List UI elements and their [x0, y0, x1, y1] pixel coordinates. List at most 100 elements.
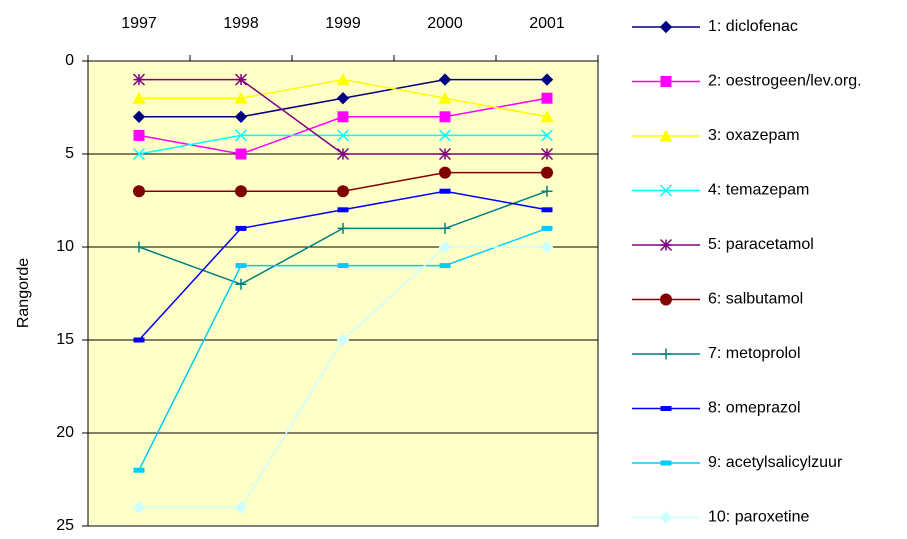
- legend-entry: 5: paracetamol: [632, 236, 814, 253]
- x-tick-label: 1997: [121, 15, 157, 32]
- marker: [438, 73, 452, 86]
- legend-label: 4: temazepam: [708, 182, 809, 199]
- marker: [235, 185, 247, 198]
- marker: [540, 129, 554, 142]
- series: [133, 225, 553, 473]
- marker: [336, 147, 350, 161]
- y-tick-label: 20: [56, 424, 74, 441]
- marker: [234, 129, 248, 142]
- y-axis-label: Rangorde: [15, 258, 32, 328]
- marker: [659, 511, 673, 524]
- y-tick-label: 5: [65, 145, 74, 162]
- legend-label: 8: omeprazol: [708, 400, 801, 417]
- marker: [439, 263, 451, 269]
- marker: [133, 129, 145, 141]
- x-tick-label: 1998: [223, 15, 259, 32]
- marker: [438, 91, 452, 104]
- marker: [541, 92, 553, 104]
- marker: [337, 222, 349, 234]
- legend-label: 6: salbutamol: [708, 291, 803, 308]
- marker: [438, 147, 452, 161]
- y-tick-label: 25: [56, 517, 74, 534]
- marker: [337, 263, 349, 269]
- legend-entry: 8: omeprazol: [632, 400, 801, 417]
- marker: [660, 293, 672, 306]
- marker: [234, 91, 248, 104]
- legend-label: 1: diclofenac: [708, 18, 798, 35]
- y-tick-label: 15: [56, 331, 74, 348]
- marker: [132, 73, 146, 86]
- marker: [659, 129, 673, 142]
- x-tick-label: 1999: [325, 15, 361, 32]
- marker: [133, 185, 145, 198]
- legend-label: 2: oestrogeen/lev.org.: [708, 73, 862, 90]
- marker: [336, 73, 350, 86]
- series: [133, 188, 553, 343]
- marker: [660, 348, 672, 360]
- series: [132, 73, 554, 124]
- legend-label: 5: paracetamol: [708, 236, 814, 253]
- marker: [336, 333, 350, 347]
- marker: [234, 501, 248, 514]
- y-tick-label: 0: [65, 52, 74, 69]
- legend-entry: 4: temazepam: [632, 182, 809, 199]
- x-tick-label: 2000: [427, 15, 463, 32]
- legend-label: 9: acetylsalicylzuur: [708, 454, 843, 471]
- marker: [660, 460, 672, 466]
- series: [132, 240, 554, 514]
- marker: [439, 188, 451, 194]
- series: [133, 92, 553, 160]
- marker: [439, 111, 451, 123]
- legend-entry: 9: acetylsalicylzuur: [632, 454, 843, 471]
- legend-label: 3: oxazepam: [708, 127, 800, 144]
- marker: [541, 207, 553, 213]
- marker: [132, 147, 146, 161]
- marker: [336, 129, 350, 142]
- marker: [540, 110, 554, 123]
- marker: [540, 240, 554, 254]
- marker: [132, 501, 146, 514]
- marker: [235, 225, 247, 231]
- marker: [659, 184, 673, 197]
- legend-label: 10: paroxetine: [708, 509, 810, 526]
- marker: [541, 185, 553, 197]
- legend-entry: 6: salbutamol: [632, 291, 803, 308]
- legend-entry: 2: oestrogeen/lev.org.: [632, 73, 862, 90]
- marker: [337, 111, 349, 123]
- marker: [540, 73, 554, 86]
- series: [132, 73, 554, 123]
- marker: [133, 467, 145, 473]
- marker: [336, 91, 350, 105]
- marker: [132, 110, 146, 124]
- marker: [660, 76, 672, 87]
- marker: [133, 241, 145, 253]
- marker: [235, 263, 247, 269]
- marker: [438, 240, 452, 254]
- legend-entry: 1: diclofenac: [632, 18, 798, 35]
- marker: [659, 20, 673, 34]
- marker: [234, 73, 248, 86]
- marker: [234, 110, 248, 124]
- marker: [133, 337, 145, 343]
- marker: [438, 129, 452, 142]
- legend-label: 7: metoprolol: [708, 345, 801, 362]
- series: [133, 185, 553, 290]
- legend-entry: 7: metoprolol: [632, 345, 801, 362]
- plot-area: [87, 60, 599, 527]
- marker: [235, 278, 247, 290]
- series: [133, 166, 553, 198]
- legend-entry: 10: paroxetine: [632, 509, 810, 526]
- legend-entry: 3: oxazepam: [632, 127, 800, 144]
- marker: [659, 238, 673, 252]
- y-tick-label: 10: [56, 238, 74, 255]
- marker: [660, 406, 672, 411]
- marker: [541, 225, 553, 231]
- marker: [541, 166, 553, 179]
- marker: [439, 166, 451, 179]
- marker: [132, 91, 146, 104]
- x-tick-label: 2001: [529, 15, 565, 32]
- series: [132, 129, 554, 161]
- marker: [439, 222, 451, 234]
- marker: [540, 147, 554, 161]
